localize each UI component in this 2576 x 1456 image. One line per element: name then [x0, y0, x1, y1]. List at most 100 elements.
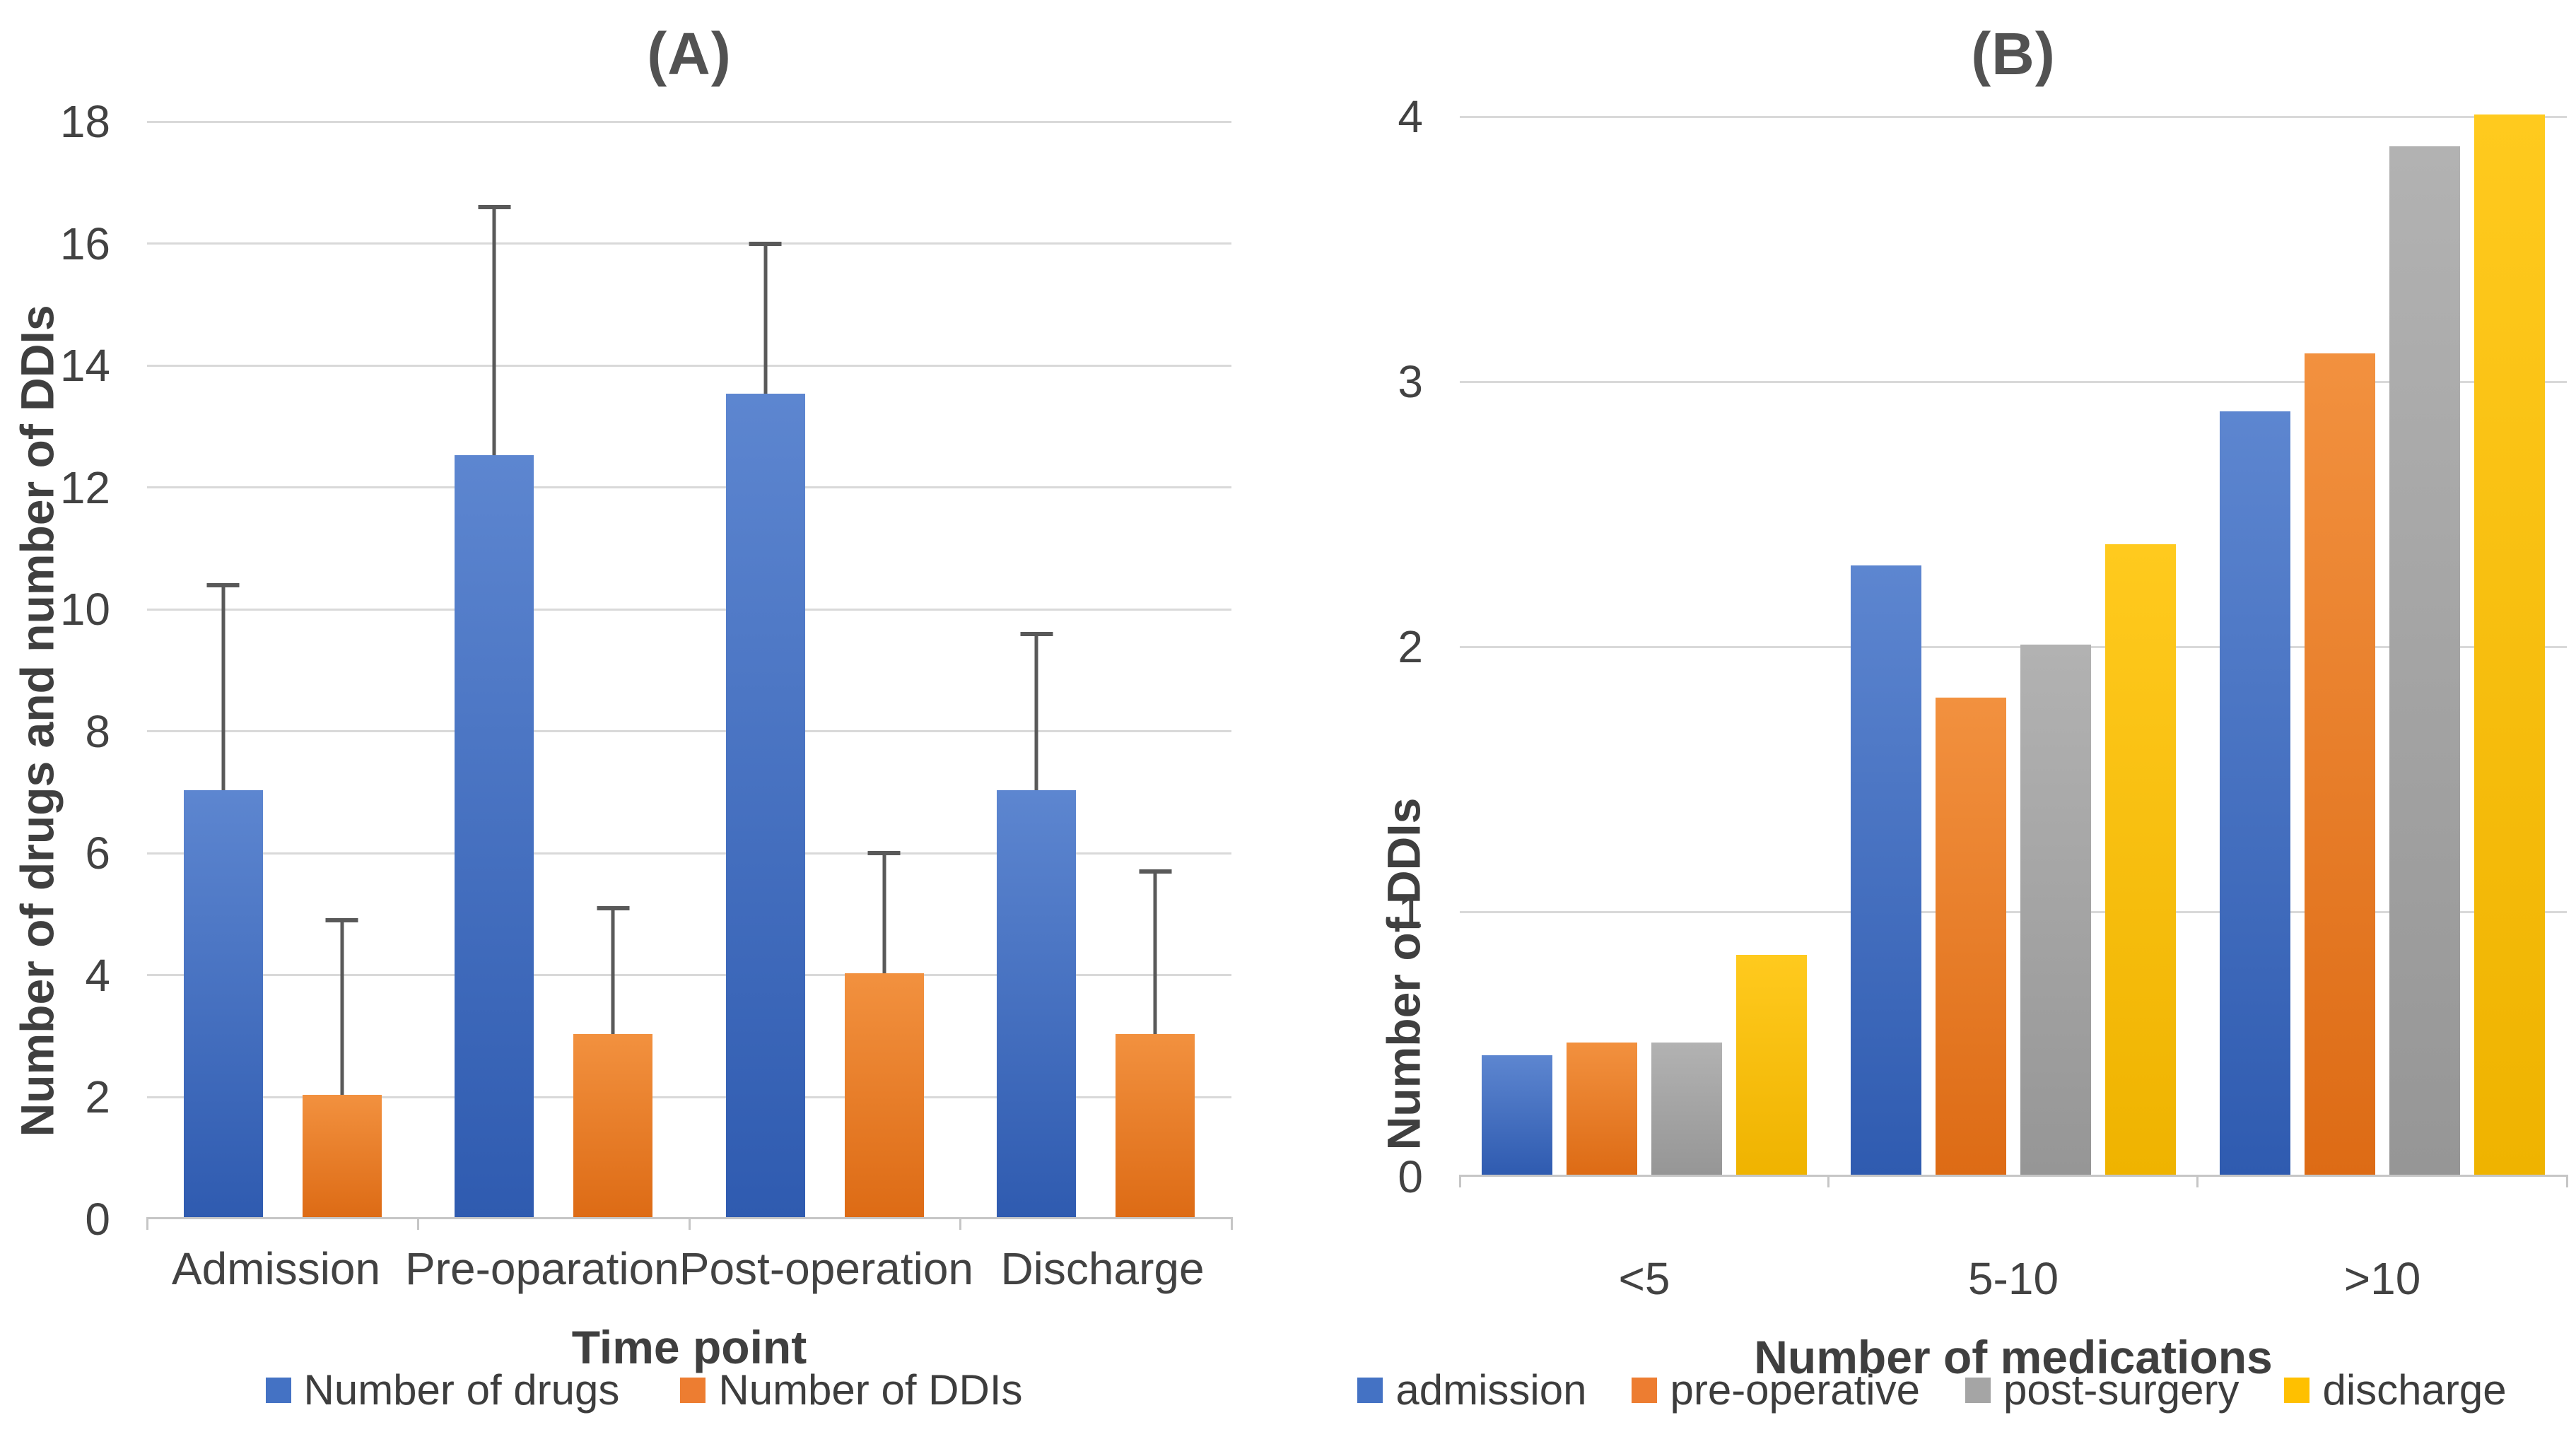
error-bar-number-of-drugs-admission — [206, 582, 240, 791]
bar-admission-5 — [1482, 1055, 1552, 1175]
x-tick-label-discharge: Discharge — [1000, 1243, 1205, 1294]
y-tick-label-3: 3 — [1398, 356, 1423, 407]
panel-b-x-tick-labels: <5 5-10 >10 — [1460, 1252, 2567, 1305]
legend-label: admission — [1395, 1366, 1587, 1414]
gridline-y-16 — [147, 242, 1231, 245]
error-bar-cap — [867, 851, 901, 856]
x-tick-label-10: >10 — [2343, 1253, 2421, 1304]
x-axis-tick — [1458, 1175, 1461, 1187]
panel-b-legend: admission pre-operative post-surgery discha… — [1288, 1366, 2576, 1414]
x-axis-tick — [417, 1217, 419, 1230]
gridline-y-18 — [147, 120, 1231, 123]
bar-group-admission — [147, 122, 418, 1217]
y-tick-label-12: 12 — [59, 462, 110, 513]
x-tick-label-post-operation: Post-operation — [679, 1243, 974, 1294]
gridline-y-2 — [1460, 645, 2567, 648]
legend-item-post-surgery: post-surgery — [1965, 1366, 2239, 1414]
x-tick-label-5: <5 — [1618, 1253, 1670, 1304]
legend-item-pre-operative: pre-operative — [1632, 1366, 1920, 1414]
bar-pre-operative-5-10 — [1936, 698, 2006, 1175]
error-bar-number-of-ddis-pre-oparation — [597, 906, 630, 1035]
error-bar-cap — [206, 582, 240, 587]
gridline-y-6 — [147, 852, 1231, 855]
bar-number-of-drugs-post-operation — [725, 241, 805, 1217]
legend-label: discharge — [2322, 1366, 2507, 1414]
panel-b-title: (B) — [1971, 20, 2056, 87]
panel-a-plot-area — [146, 120, 1233, 1230]
y-tick-label-4: 4 — [85, 949, 110, 1001]
legend-swatch-icon — [1965, 1377, 1991, 1403]
legend-swatch-icon — [1357, 1377, 1383, 1403]
error-bar-number-of-ddis-admission — [325, 918, 358, 1096]
error-bar-number-of-drugs-post-operation — [749, 241, 782, 394]
error-bar-cap — [325, 918, 358, 923]
y-tick-label-0: 0 — [1398, 1151, 1423, 1202]
legend-label: pre-operative — [1670, 1366, 1921, 1414]
panel-b-plot-area — [1458, 115, 2568, 1187]
bar-number-of-drugs-admission — [183, 582, 263, 1217]
legend-label: Number of DDIs — [718, 1366, 1023, 1414]
legend-label: post-surgery — [2003, 1366, 2240, 1414]
legend-swatch-icon — [265, 1377, 291, 1403]
panel-a-y-tick-labels: 0 2 4 6 8 10 12 14 16 18 — [0, 99, 110, 1242]
gridline-y-1 — [1460, 910, 2567, 913]
gridline-y-4 — [147, 974, 1231, 977]
panel-a-x-tick-labels: Admission Pre-oparation Post-operation Disc… — [147, 1243, 1231, 1295]
legend-swatch-icon — [2284, 1377, 2310, 1403]
gridline-y-10 — [147, 608, 1231, 611]
x-tick-label-admission: Admission — [171, 1243, 381, 1294]
panel-b-y-tick-labels: 0 1 2 3 4 — [1288, 94, 1423, 1199]
bar-number-of-ddis-pre-oparation — [573, 906, 653, 1217]
y-tick-label-10: 10 — [59, 584, 110, 635]
panel-a-bar-groups — [147, 122, 1231, 1217]
bar-group-5-10 — [1829, 117, 2198, 1175]
legend-label: Number of drugs — [303, 1366, 620, 1414]
y-tick-label-4: 4 — [1398, 91, 1423, 142]
bar-group-5 — [1460, 117, 1829, 1175]
gridline-y-8 — [147, 730, 1231, 733]
panel-b-x-axis-title: Number of medications — [1754, 1331, 2273, 1383]
y-tick-label-18: 18 — [59, 96, 110, 147]
bar-number-of-ddis-admission — [302, 918, 382, 1217]
bar-number-of-drugs-discharge — [997, 631, 1077, 1217]
gridline-y-4 — [1460, 115, 2567, 118]
bar-group-discharge — [961, 122, 1232, 1217]
error-bar-cap — [1020, 631, 1053, 636]
gridline-y-14 — [147, 364, 1231, 367]
y-tick-label-2: 2 — [1398, 621, 1423, 672]
x-tick-label-pre-oparation: Pre-oparation — [404, 1243, 679, 1294]
x-axis-tick — [1230, 1217, 1233, 1230]
x-axis-tick — [959, 1217, 961, 1230]
bar-group-post-operation — [689, 122, 961, 1217]
legend-swatch-icon — [1632, 1377, 1658, 1403]
bar-number-of-ddis-post-operation — [844, 851, 924, 1217]
bar-number-of-ddis-discharge — [1116, 869, 1195, 1217]
bar-discharge-5-10 — [2105, 544, 2176, 1175]
legend-item-admission: admission — [1357, 1366, 1586, 1414]
legend-swatch-icon — [680, 1377, 706, 1403]
x-axis-tick — [2196, 1175, 2199, 1187]
error-bar-number-of-ddis-discharge — [1139, 869, 1172, 1035]
x-axis-tick — [2565, 1175, 2568, 1187]
panel-a-legend: Number of drugs Number of DDIs — [0, 1366, 1288, 1414]
y-tick-label-0: 0 — [85, 1194, 110, 1245]
x-tick-label-5-10: 5-10 — [1967, 1253, 2059, 1304]
error-bar-number-of-drugs-discharge — [1020, 631, 1053, 791]
panel-b-bar-groups — [1460, 115, 2567, 1175]
bar-admission-5-10 — [1851, 565, 1921, 1175]
error-bar-cap — [749, 241, 782, 246]
y-tick-label-2: 2 — [85, 1072, 110, 1123]
legend-item-discharge: discharge — [2284, 1366, 2507, 1414]
gridline-y-12 — [147, 486, 1231, 489]
gridline-y-2 — [147, 1096, 1231, 1098]
x-axis-tick — [688, 1217, 691, 1230]
error-bar-cap — [478, 204, 511, 209]
x-axis-tick — [1827, 1175, 1830, 1187]
legend-item-number-of-ddis: Number of DDIs — [680, 1366, 1022, 1414]
bar-pre-operative-5 — [1567, 1042, 1637, 1175]
y-tick-label-1: 1 — [1398, 886, 1423, 937]
error-bar-number-of-ddis-post-operation — [867, 851, 901, 973]
error-bar-number-of-drugs-pre-oparation — [478, 204, 511, 455]
